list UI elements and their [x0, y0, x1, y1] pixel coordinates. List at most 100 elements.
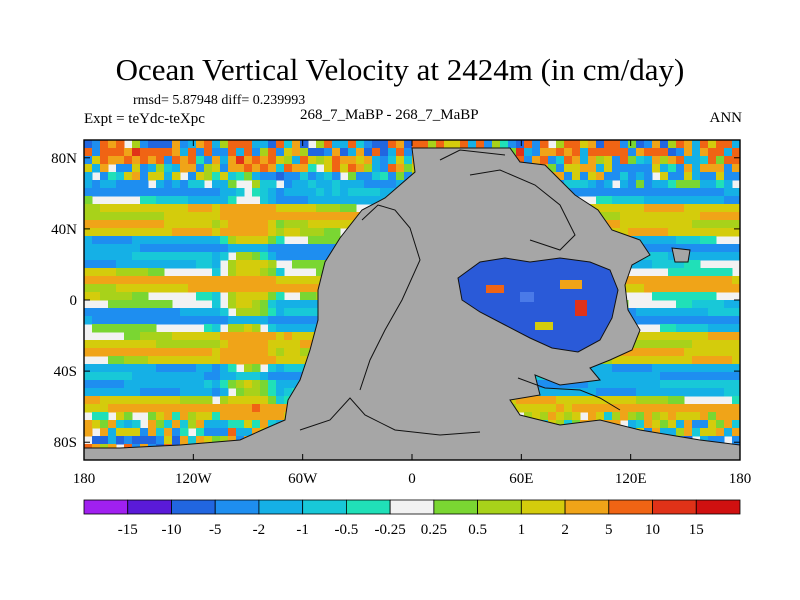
field-cell — [244, 388, 253, 397]
field-cell — [124, 412, 133, 421]
field-cell — [676, 324, 685, 333]
field-cell — [700, 404, 709, 413]
field-cell — [100, 396, 109, 405]
field-cell — [124, 300, 133, 309]
field-cell — [188, 220, 197, 229]
field-cell — [244, 372, 253, 381]
field-cell — [364, 196, 373, 205]
field-cell — [116, 412, 125, 421]
field-cell — [724, 428, 733, 437]
field-cell — [284, 380, 293, 389]
field-cell — [612, 172, 621, 181]
field-cell — [108, 180, 117, 189]
field-cell — [236, 388, 245, 397]
field-cell — [612, 204, 621, 213]
field-cell — [164, 428, 173, 437]
field-cell — [212, 388, 221, 397]
field-cell — [708, 188, 717, 197]
field-cell — [660, 148, 669, 157]
field-cell — [276, 404, 285, 413]
field-cell — [276, 348, 285, 357]
field-cell — [396, 140, 405, 149]
field-cell — [612, 380, 621, 389]
field-cell — [628, 172, 637, 181]
field-cell — [180, 428, 189, 437]
field-cell — [548, 404, 557, 413]
field-cell — [692, 380, 701, 389]
field-cell — [604, 140, 613, 149]
field-cell — [724, 356, 733, 365]
field-cell — [716, 412, 725, 421]
field-cell — [716, 388, 725, 397]
field-cell — [260, 388, 269, 397]
field-cell — [364, 180, 373, 189]
field-cell — [716, 172, 725, 181]
field-cell — [284, 348, 293, 357]
field-cell — [116, 148, 125, 157]
field-cell — [636, 156, 645, 165]
field-cell — [684, 284, 693, 293]
field-cell — [372, 172, 381, 181]
field-cell — [652, 364, 661, 373]
field-cell — [668, 252, 677, 261]
field-cell — [140, 140, 149, 149]
field-cell — [244, 156, 253, 165]
field-cell — [284, 340, 293, 349]
field-cell — [268, 252, 277, 261]
field-cell — [604, 364, 613, 373]
field-cell — [212, 276, 221, 285]
field-cell — [124, 260, 133, 269]
field-cell — [212, 284, 221, 293]
field-cell — [188, 348, 197, 357]
field-cell — [204, 372, 213, 381]
field-cell — [732, 220, 740, 229]
field-cell — [660, 372, 669, 381]
field-cell — [340, 180, 349, 189]
field-cell — [476, 140, 485, 149]
field-cell — [268, 412, 277, 421]
field-cell — [372, 148, 381, 157]
field-cell — [364, 148, 373, 157]
field-cell — [236, 252, 245, 261]
field-cell — [124, 388, 133, 397]
field-cell — [716, 348, 725, 357]
field-cell — [84, 308, 93, 317]
field-cell — [132, 164, 141, 173]
field-cell — [492, 140, 501, 149]
field-cell — [572, 388, 581, 397]
field-cell — [300, 332, 309, 341]
field-cell — [428, 140, 437, 149]
field-cell — [308, 204, 317, 213]
field-cell — [284, 188, 293, 197]
field-cell — [100, 212, 109, 221]
field-cell — [660, 404, 669, 413]
field-cell — [228, 364, 237, 373]
field-cell — [308, 308, 317, 317]
field-cell — [700, 220, 709, 229]
field-cell — [644, 388, 653, 397]
field-cell — [260, 260, 269, 269]
field-cell — [252, 156, 261, 165]
field-cell — [260, 148, 269, 157]
field-cell — [556, 420, 565, 429]
field-cell — [308, 332, 317, 341]
field-cell — [156, 436, 165, 445]
field-cell — [692, 348, 701, 357]
field-cell — [732, 156, 740, 165]
field-cell — [292, 324, 301, 333]
field-cell — [108, 244, 117, 253]
field-cell — [356, 156, 365, 165]
field-cell — [260, 244, 269, 253]
field-cell — [212, 212, 221, 221]
field-cell — [692, 148, 701, 157]
field-cell — [708, 220, 717, 229]
field-cell — [268, 212, 277, 221]
field-cell — [100, 188, 109, 197]
field-cell — [220, 348, 229, 357]
field-cell — [668, 268, 677, 277]
field-cell — [132, 348, 141, 357]
field-cell — [228, 324, 237, 333]
field-cell — [284, 212, 293, 221]
field-cell — [676, 244, 685, 253]
field-cell — [116, 388, 125, 397]
